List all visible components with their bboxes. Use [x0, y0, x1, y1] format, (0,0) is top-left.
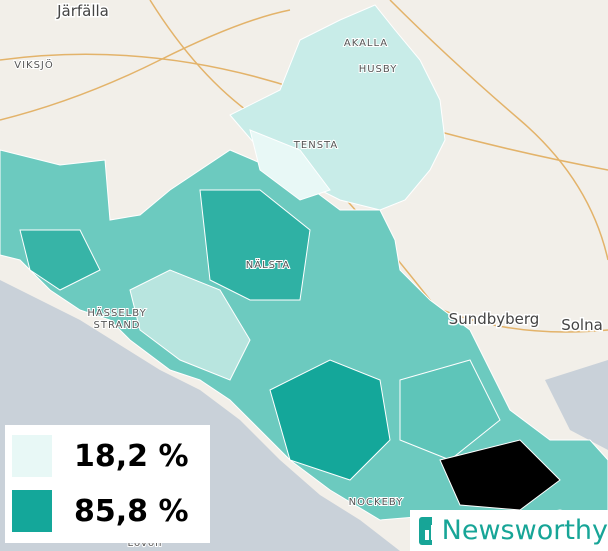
district — [269, 359, 391, 481]
place-label: Sundbyberg — [449, 310, 540, 328]
place-label: AKALLA — [344, 38, 388, 49]
district — [199, 189, 311, 301]
place-label: HUSBY — [359, 64, 398, 75]
district — [399, 359, 501, 461]
legend-swatch — [12, 435, 52, 477]
legend-label: 18,2 % — [74, 438, 189, 474]
place-label: NÄLSTA — [246, 258, 290, 271]
brand: Newsworthy — [410, 510, 608, 551]
legend-item: 18,2 % — [12, 435, 189, 477]
legend-item: 85,8 % — [12, 490, 189, 532]
place-label: TENSTA — [293, 140, 338, 151]
place-label: HÄSSELBY — [87, 306, 146, 319]
legend: 18,2 % 85,8 % — [5, 425, 210, 543]
district — [249, 129, 331, 201]
place-label: STRAND — [93, 320, 140, 331]
district — [129, 269, 251, 381]
place-label: VIKSJÖ — [14, 58, 54, 71]
brand-icon — [419, 516, 432, 545]
district — [439, 439, 561, 511]
legend-swatch — [12, 490, 52, 532]
brand-name: Newsworthy — [441, 515, 608, 546]
district — [19, 229, 101, 291]
water — [545, 360, 608, 450]
legend-label: 85,8 % — [74, 493, 189, 529]
place-label: Solna — [561, 316, 603, 334]
place-label: Järfälla — [56, 2, 109, 20]
place-label: NOCKEBY — [349, 497, 404, 508]
